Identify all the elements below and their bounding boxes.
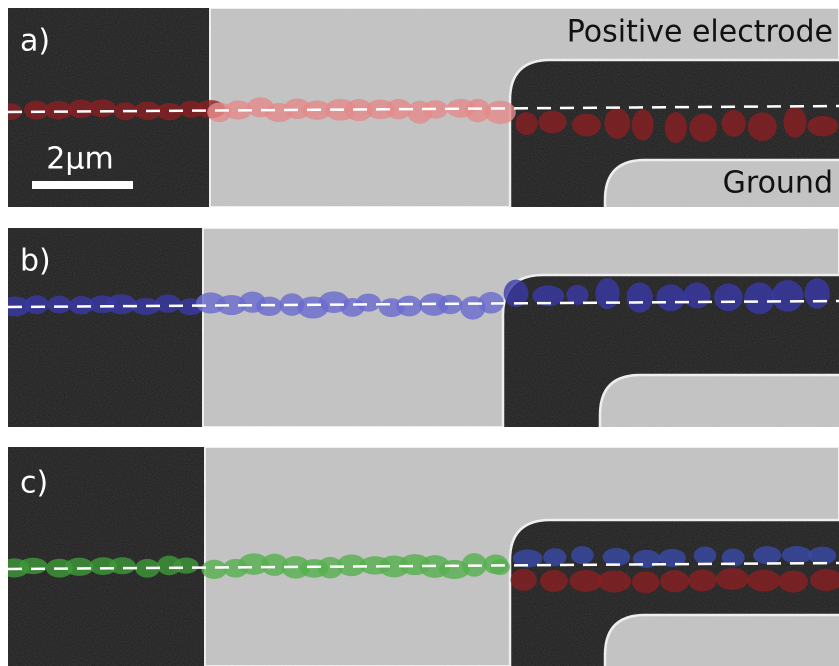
particle	[665, 112, 687, 143]
particle	[19, 558, 47, 574]
particle	[516, 112, 538, 135]
particle	[689, 114, 717, 142]
particle	[572, 114, 601, 137]
particle	[656, 284, 685, 311]
particle	[782, 546, 812, 564]
particle	[155, 294, 181, 312]
particle	[88, 99, 115, 117]
texture	[8, 228, 839, 427]
particle	[722, 110, 746, 137]
particle	[604, 108, 630, 139]
particle	[570, 570, 602, 592]
particle	[747, 570, 780, 592]
ground-label: Ground	[723, 166, 833, 201]
electrode-label: Positive electrode	[567, 15, 833, 50]
particle	[490, 559, 510, 575]
particle	[688, 569, 717, 591]
particle	[783, 107, 806, 138]
particle	[804, 278, 829, 309]
particle	[543, 548, 566, 566]
particle	[753, 546, 781, 564]
particle	[748, 112, 777, 141]
panel-label: b)	[20, 244, 51, 279]
particle	[597, 570, 631, 592]
scale-bar	[32, 181, 133, 189]
panel	[0, 228, 839, 432]
panel-label: a)	[20, 24, 50, 59]
particle	[173, 557, 198, 573]
particle	[772, 280, 804, 312]
scale-bar-label: 2µm	[46, 142, 113, 177]
particle	[779, 571, 808, 593]
particle	[807, 116, 838, 136]
particle	[396, 296, 422, 317]
particle	[626, 282, 652, 312]
particle	[603, 548, 631, 566]
particle	[106, 294, 136, 314]
particle	[538, 111, 566, 134]
particle	[744, 282, 774, 314]
particle	[632, 571, 659, 593]
particle	[714, 284, 743, 312]
particle	[356, 294, 381, 312]
particle	[65, 558, 94, 576]
panel	[0, 447, 839, 666]
figure: 2µm Positive electrode Ground a) b) c)	[0, 0, 839, 666]
particle	[571, 546, 594, 564]
particle	[511, 569, 537, 591]
particle	[595, 278, 619, 309]
panel-label: c)	[20, 466, 48, 501]
particle	[485, 101, 516, 124]
particle	[632, 109, 654, 140]
particle	[684, 282, 711, 308]
particle	[109, 557, 136, 574]
particle	[694, 546, 717, 564]
particle	[45, 101, 72, 120]
particle	[201, 560, 226, 579]
particle	[47, 296, 71, 314]
particle	[660, 570, 689, 592]
particle	[25, 295, 49, 314]
particle	[716, 568, 749, 590]
particle	[540, 570, 568, 592]
